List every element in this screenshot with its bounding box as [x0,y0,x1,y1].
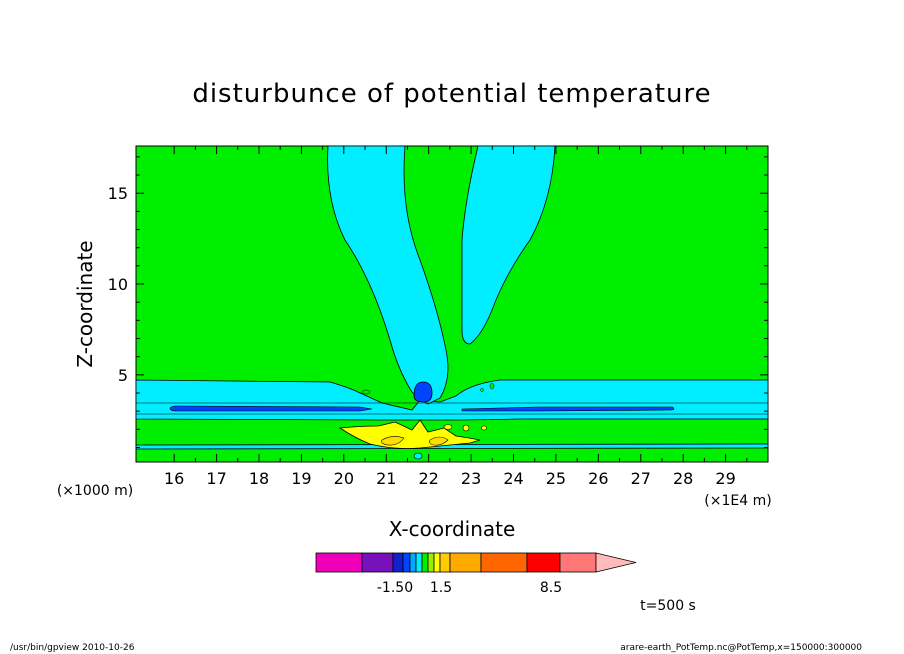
footer-left: /usr/bin/gpview 2010-10-26 [10,643,135,653]
colorbar-label-3: 8.5 [540,580,562,596]
colorbar-segment [402,552,411,573]
dark-strip-right [461,406,675,412]
x-tick-label: 27 [631,469,651,488]
positive-core-right [429,436,449,446]
colorbar-segment [409,552,417,573]
y-tick-label: 10 [108,275,128,294]
y-tick-label: 15 [108,184,128,203]
x-tick-label: 24 [503,469,523,488]
axes: 16 17 18 19 20 21 22 23 24 25 26 27 28 29 5 10 15 [108,146,768,488]
x-tick-label: 21 [376,469,396,488]
y-axis-title: Z-coordinate [73,240,97,367]
x-unit-label: (×1E4 m) [704,493,771,509]
x-tick-label: 22 [418,469,438,488]
footer-right: arare-earth_PotTemp.nc@PotTemp,x=150000:… [620,643,862,653]
x-tick-label: 26 [588,469,608,488]
colorbar-segment [433,552,441,573]
x-tick-label: 25 [546,469,566,488]
core-region [413,381,433,403]
colorbar-segment [559,552,597,573]
y-unit-label: (×1000 m) [57,483,133,499]
small-blob-4 [413,452,423,460]
chart-title: disturbunce of potential temperature [192,79,711,109]
x-tick-label: 23 [461,469,481,488]
x-tick-label: 29 [715,469,735,488]
plot-area [135,145,769,463]
colorbar [315,552,637,573]
x-tick-label: 20 [334,469,354,488]
small-blob-1 [443,424,453,430]
colorbar-label-2: 1.5 [430,580,452,596]
colorbar-segment [315,552,363,573]
x-tick-label: 19 [291,469,311,488]
small-blob-3 [481,425,487,431]
colorbar-label-1: -1.50 [377,580,413,596]
x-axis-title: X-coordinate [389,517,516,541]
small-blob-2 [462,424,470,432]
colorbar-arrow [595,552,637,573]
colorbar-segment [439,552,451,573]
time-label: t=500 s [640,598,696,614]
band-blob-2 [489,382,495,390]
band-blob-1 [480,388,484,392]
colorbar-segment [415,552,423,573]
colorbar-segment [526,552,561,573]
band-blob-3 [361,389,371,395]
x-tick-label: 16 [164,469,184,488]
x-tick-label: 28 [673,469,693,488]
colorbar-segment [427,552,435,573]
upper-right-plume [461,145,556,345]
x-tick-label: 18 [249,469,269,488]
colorbar-segment [421,552,429,573]
colorbar-segment [449,552,482,573]
y-tick-label: 5 [118,366,128,385]
positive-core-left [381,436,405,446]
colorbar-segment [392,552,404,573]
colorbar-segment [361,552,394,573]
x-tick-label: 17 [206,469,226,488]
dark-strip-left [169,405,373,412]
colorbar-segment [480,552,528,573]
